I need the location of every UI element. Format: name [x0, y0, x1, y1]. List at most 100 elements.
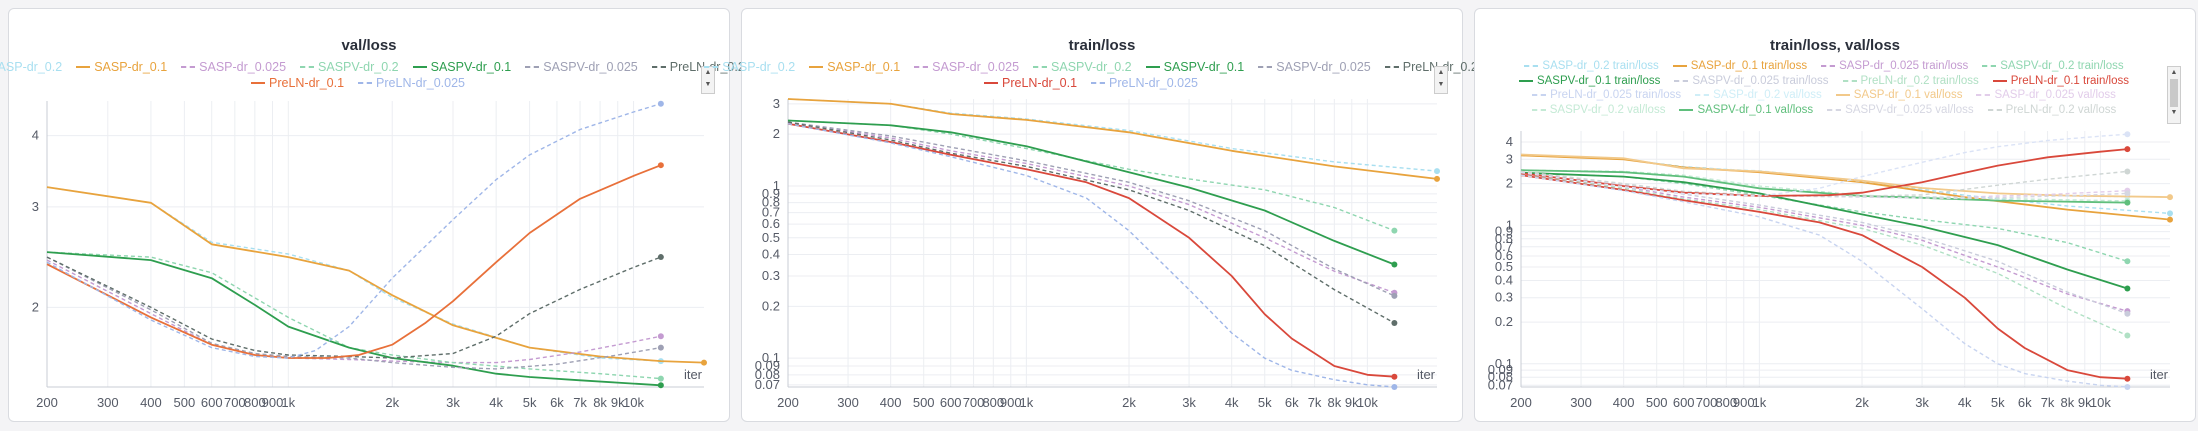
y-tick-label: 0.07 — [1488, 377, 1513, 392]
y-tick-label: 0.9 — [1495, 224, 1513, 239]
series-line-PreLN-dr_0.1 — [787, 122, 1395, 378]
x-tick-label: 5k — [1258, 395, 1272, 410]
y-tick-label: 0.5 — [762, 230, 780, 245]
legend-item[interactable]: PreLN-dr_0.1 — [251, 75, 344, 91]
x-tick-label: 200 — [1510, 395, 1532, 410]
legend-swatch — [984, 82, 998, 84]
chart-legend: SASP-dr_0.2 SASP-dr_0.1 SASP-dr_0.025 SASPV… — [704, 59, 1478, 91]
y-tick-label: 0.2 — [1495, 314, 1513, 329]
legend-item[interactable]: PreLN-dr_0.025 — [358, 75, 465, 91]
x-tick-label: 300 — [837, 395, 859, 410]
legend-item[interactable]: SASP-dr_0.025 train/loss — [1821, 59, 1968, 74]
legend-item[interactable]: SASPV-dr_0.2 — [300, 59, 399, 75]
legend-item[interactable]: SASP-dr_0.1 — [76, 59, 167, 75]
legend-item[interactable]: SASPV-dr_0.1 val/loss — [1679, 103, 1813, 118]
y-tick-label: 0.1 — [762, 350, 780, 365]
legend-item[interactable]: SASP-dr_0.2 — [0, 59, 62, 75]
series-line-PreLN-dr_0.1 val/loss — [1520, 148, 2128, 197]
series-end-point — [657, 344, 664, 351]
series-end-point — [657, 333, 664, 340]
legend-item[interactable]: PreLN-dr_0.2 — [1384, 59, 1478, 75]
series-line-PreLN-dr_0.025 train/loss — [1520, 174, 2128, 388]
x-axis-label: iter — [684, 367, 703, 382]
y-tick-label: 0.4 — [762, 246, 780, 261]
legend-scroll-arrows[interactable]: ▲ ▼ — [1434, 66, 1448, 94]
legend-label: PreLN-dr_0.2 val/loss — [2005, 103, 2117, 116]
legend-item[interactable]: SASP-dr_0.2 train/loss — [1524, 59, 1659, 74]
legend-swatch — [1827, 108, 1842, 111]
x-tick-label: 900 — [1000, 395, 1022, 410]
series-line-SASPV-dr_0.025 — [787, 121, 1395, 297]
legend-label: SASP-dr_0.1 val/loss — [1853, 89, 1963, 101]
legend-swatch — [76, 66, 91, 68]
legend-item[interactable]: SASPV-dr_0.2 train/loss — [1982, 59, 2124, 74]
legend-label: SASPV-dr_0.1 — [430, 60, 512, 74]
x-tick-label: 9k — [611, 395, 625, 410]
series-line-PreLN-dr_0.2 — [787, 121, 1395, 324]
x-tick-label: 1k — [1019, 395, 1033, 410]
legend-item[interactable]: SASPV-dr_0.1 train/loss — [1518, 74, 1660, 89]
legend-item[interactable]: SASP-dr_0.025 — [181, 59, 286, 75]
legend-row: SASPV-dr_0.1 train/loss SASPV-dr_0.025 tr… — [1493, 74, 2155, 89]
legend-item[interactable]: SASP-dr_0.2 val/loss — [1695, 88, 1822, 103]
legend-swatch — [251, 82, 265, 84]
series-end-point — [657, 254, 664, 261]
y-tick-label: 0.7 — [762, 205, 780, 220]
chart-title: train/loss, val/loss — [1769, 37, 1901, 54]
legend-swatch — [1258, 66, 1273, 68]
series-line-PreLN-dr_0.025 — [46, 103, 662, 359]
legend-item[interactable]: SASPV-dr_0.2 val/loss — [1531, 103, 1665, 118]
x-tick-label: 500 — [174, 395, 196, 410]
legend-item[interactable]: SASPV-dr_0.2 — [1033, 59, 1132, 75]
x-tick-label: 8k — [593, 395, 607, 410]
legend-swatch — [809, 66, 824, 68]
legend-swatch — [1976, 94, 1991, 97]
legend-label: SASP-dr_0.025 — [932, 60, 1020, 74]
x-tick-label: 8k — [2060, 395, 2074, 410]
legend-item[interactable]: PreLN-dr_0.1 — [984, 75, 1077, 91]
series-line-SASP-dr_0.025 — [787, 121, 1395, 294]
legend-item[interactable]: SASP-dr_0.025 — [914, 59, 1019, 75]
series-end-point — [2124, 258, 2131, 265]
legend-item[interactable]: SASPV-dr_0.025 — [525, 59, 638, 75]
legend-swatch — [1384, 66, 1399, 68]
legend-item[interactable]: PreLN-dr_0.025 — [1091, 75, 1198, 91]
x-tick-label: 3k — [446, 395, 460, 410]
legend-label: SASPV-dr_0.025 — [1276, 60, 1371, 74]
legend-item[interactable]: SASPV-dr_0.025 train/loss — [1674, 74, 1829, 89]
legend-item[interactable]: PreLN-dr_0.1 train/loss — [1992, 74, 2129, 89]
x-tick-label: 9k — [2078, 395, 2092, 410]
legend-item[interactable]: SASPV-dr_0.1 — [1145, 59, 1244, 75]
x-tick-label: 800 — [244, 395, 266, 410]
legend-item[interactable]: SASPV-dr_0.1 — [412, 59, 512, 75]
x-tick-label: 1k — [281, 395, 295, 410]
legend-item[interactable]: SASP-dr_0.1 val/loss — [1835, 88, 1963, 103]
legend-item[interactable]: PreLN-dr_0.025 train/loss — [1532, 88, 1681, 103]
series-line-SASPV-dr_0.2 — [46, 251, 661, 380]
y-tick-label: 4 — [32, 128, 39, 143]
x-axis-label: iter — [1417, 367, 1436, 382]
legend-item[interactable]: PreLN-dr_0.2 val/loss — [1987, 103, 2117, 118]
series-end-point — [2124, 332, 2131, 339]
legend-scroll-arrows[interactable]: ▲ ▼ — [701, 66, 715, 94]
legend-swatch — [1842, 79, 1857, 82]
legend-item[interactable]: SASP-dr_0.1 — [809, 59, 900, 75]
legend-scroll-arrows[interactable]: ▲ ▼ — [2167, 66, 2181, 124]
legend-item[interactable]: SASPV-dr_0.025 val/loss — [1827, 103, 1974, 118]
x-tick-label: 6k — [1285, 395, 1299, 410]
legend-label: SASPV-dr_0.025 train/loss — [1692, 74, 1829, 87]
legend-item[interactable]: PreLN-dr_0.2 train/loss — [1842, 74, 1979, 89]
legend-swatch — [1532, 94, 1547, 97]
legend-label: SASP-dr_0.1 train/loss — [1690, 60, 1808, 72]
y-tick-label: 1 — [1506, 217, 1513, 232]
legend-item[interactable]: SASP-dr_0.2 — [704, 59, 795, 75]
chart-title: train/loss — [1068, 37, 1136, 54]
y-tick-label: 0.09 — [1488, 362, 1513, 377]
legend-swatch — [1518, 79, 1533, 82]
legend-item[interactable]: SASP-dr_0.025 val/loss — [1976, 88, 2116, 103]
series-end-point — [1391, 320, 1398, 327]
y-tick-label: 0.5 — [1495, 259, 1513, 274]
legend-item[interactable]: SASP-dr_0.1 train/loss — [1672, 59, 1808, 74]
legend-label: SASP-dr_0.2 — [0, 60, 63, 74]
legend-item[interactable]: SASPV-dr_0.025 — [1258, 59, 1371, 75]
